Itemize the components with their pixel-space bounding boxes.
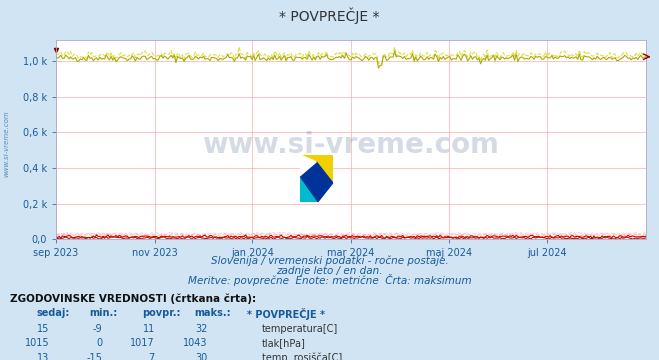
Text: 15: 15 xyxy=(37,324,49,334)
Text: maks.:: maks.: xyxy=(194,308,231,318)
Text: -15: -15 xyxy=(86,353,102,360)
Polygon shape xyxy=(300,162,333,202)
Text: 7: 7 xyxy=(149,353,155,360)
Text: 0: 0 xyxy=(96,338,102,348)
Text: tlak[hPa]: tlak[hPa] xyxy=(262,338,306,348)
Text: povpr.:: povpr.: xyxy=(142,308,180,318)
Text: 11: 11 xyxy=(142,324,155,334)
Text: 13: 13 xyxy=(37,353,49,360)
Text: sedaj:: sedaj: xyxy=(36,308,70,318)
Text: www.si-vreme.com: www.si-vreme.com xyxy=(202,131,500,159)
Text: min.:: min.: xyxy=(89,308,117,318)
Text: temperatura[C]: temperatura[C] xyxy=(262,324,338,334)
Text: www.si-vreme.com: www.si-vreme.com xyxy=(3,111,10,177)
Text: 1015: 1015 xyxy=(25,338,49,348)
Text: Meritve: povprečne  Enote: metrične  Črta: maksimum: Meritve: povprečne Enote: metrične Črta:… xyxy=(188,274,471,286)
Text: temp. rosišča[C]: temp. rosišča[C] xyxy=(262,353,342,360)
Text: Slovenija / vremenski podatki - ročne postaje.: Slovenija / vremenski podatki - ročne po… xyxy=(211,256,448,266)
Polygon shape xyxy=(300,155,333,183)
Polygon shape xyxy=(300,155,316,176)
Text: 30: 30 xyxy=(195,353,208,360)
Text: 1043: 1043 xyxy=(183,338,208,348)
Text: 32: 32 xyxy=(195,324,208,334)
Text: * POVPREČJE *: * POVPREČJE * xyxy=(247,308,325,320)
Text: -9: -9 xyxy=(92,324,102,334)
Text: ZGODOVINSKE VREDNOSTI (črtkana črta):: ZGODOVINSKE VREDNOSTI (črtkana črta): xyxy=(10,293,256,304)
Text: zadnje leto / en dan.: zadnje leto / en dan. xyxy=(276,266,383,276)
Text: * POVPREČJE *: * POVPREČJE * xyxy=(279,8,380,24)
Text: 1017: 1017 xyxy=(130,338,155,348)
Polygon shape xyxy=(300,176,318,202)
